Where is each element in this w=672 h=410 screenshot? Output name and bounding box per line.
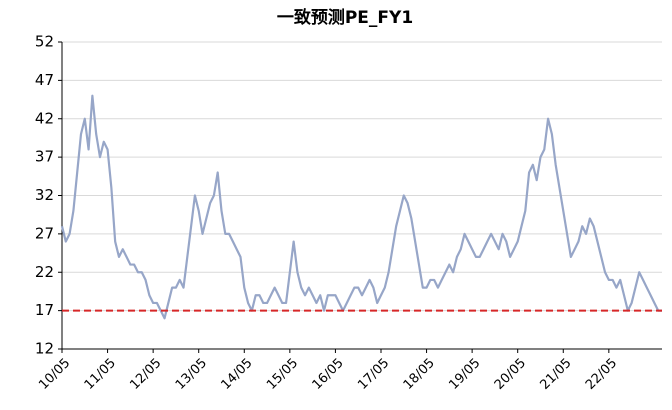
y-tick-label: 12 xyxy=(35,340,54,358)
y-tick-label: 42 xyxy=(35,109,54,127)
x-tick-label: 22/05 xyxy=(583,356,620,393)
x-tick-label: 10/05 xyxy=(36,356,73,393)
x-tick-label: 16/05 xyxy=(310,356,347,393)
y-tick-label: 52 xyxy=(35,33,54,51)
x-tick-label: 21/05 xyxy=(537,356,574,393)
x-tick-label: 18/05 xyxy=(401,356,438,393)
y-tick-label: 22 xyxy=(35,263,54,281)
x-tick-label: 17/05 xyxy=(355,356,392,393)
x-tick-label: 14/05 xyxy=(218,356,255,393)
x-tick-label: 20/05 xyxy=(492,356,529,393)
line-series xyxy=(60,94,662,320)
chart-title: 一致预测PE_FY1 xyxy=(277,7,413,28)
y-tick-label: 37 xyxy=(35,148,54,166)
y-tick-label: 17 xyxy=(35,301,54,319)
x-tick-label: 13/05 xyxy=(173,356,210,393)
y-tick-label: 47 xyxy=(35,71,54,89)
x-tick-label: 19/05 xyxy=(446,356,483,393)
x-tick-label: 11/05 xyxy=(82,356,119,393)
x-tick-label: 15/05 xyxy=(264,356,301,393)
y-tick-label: 32 xyxy=(35,186,54,204)
y-tick-label: 27 xyxy=(35,224,54,242)
x-tick-label: 12/05 xyxy=(127,356,164,393)
